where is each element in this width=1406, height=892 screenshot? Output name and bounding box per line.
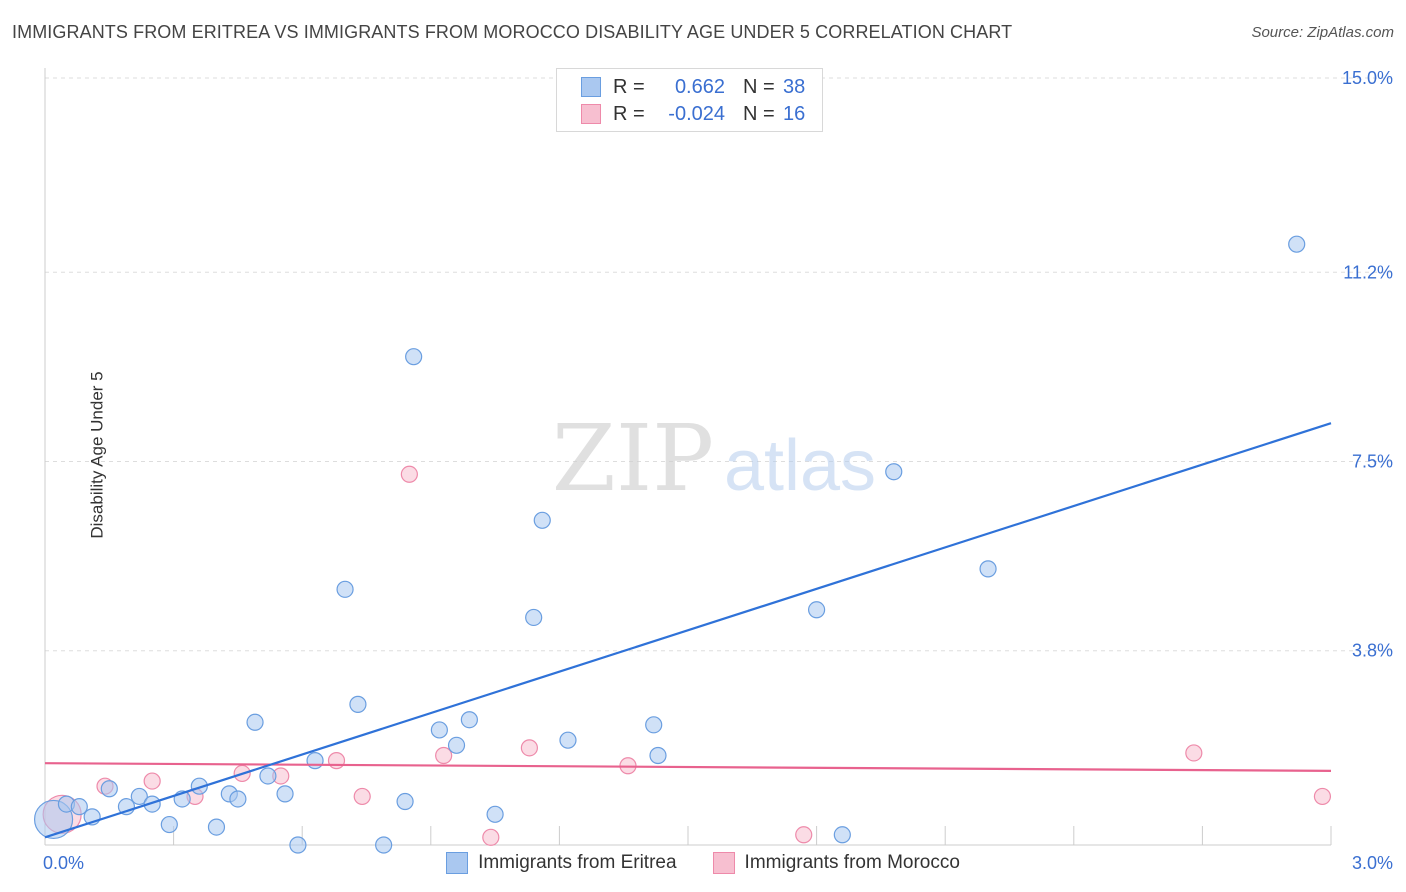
- eritrea-point: [447, 736, 466, 754]
- eritrea-point: [276, 785, 294, 803]
- eritrea-point: [229, 790, 247, 808]
- source-label: Source: ZipAtlas.com: [1251, 24, 1394, 41]
- eritrea-point: [100, 780, 118, 798]
- eritrea-point: [533, 511, 551, 529]
- legend-r-label: R =: [613, 102, 645, 125]
- y-axis-label: Disability Age Under 5: [87, 371, 107, 539]
- morocco-point: [143, 772, 161, 790]
- eritrea-point: [525, 608, 543, 627]
- morocco-point: [353, 787, 371, 806]
- eritrea-point: [979, 560, 997, 578]
- morocco-point: [435, 746, 453, 765]
- eritrea-point: [259, 767, 277, 785]
- legend-r-value: 0.662: [674, 75, 725, 98]
- watermark-zip: ZIP: [552, 405, 714, 512]
- eritrea-point: [70, 798, 88, 816]
- eritrea-point: [405, 348, 423, 366]
- eritrea-point: [885, 463, 903, 481]
- morocco-trend-line: [44, 762, 1332, 772]
- legend-n-value: 16: [783, 102, 806, 125]
- series-legend: Immigrants from Eritrea Immigrants from …: [0, 852, 1406, 874]
- legend-r-label: R =: [613, 75, 645, 98]
- eritrea-point: [833, 826, 851, 844]
- x-tick-label: 3.0%: [1352, 853, 1393, 873]
- legend-swatch-eritrea: [446, 852, 469, 874]
- y-tick-label: 11.2%: [1343, 262, 1393, 282]
- eritrea-point: [559, 731, 577, 749]
- watermark: ZIP atlas: [552, 405, 876, 512]
- eritrea-point: [336, 580, 354, 598]
- legend-row-morocco: R = -0.024 N = 16: [581, 102, 805, 126]
- eritrea-point: [460, 711, 478, 729]
- eritrea-point: [486, 805, 504, 823]
- legend-n-label: N =: [743, 102, 775, 125]
- legend-swatch-morocco: [581, 104, 601, 124]
- eritrea-point: [349, 695, 367, 713]
- watermark-atlas: atlas: [724, 426, 876, 506]
- correlation-legend: R = 0.662 N = 38 R = -0.024 N = 16: [556, 68, 823, 132]
- legend-n-label: N =: [743, 75, 775, 98]
- eritrea-trend-line: [44, 422, 1332, 839]
- morocco-point: [482, 828, 500, 846]
- series-legend-eritrea[interactable]: Immigrants from Eritrea: [446, 852, 677, 874]
- eritrea-points: [33, 235, 1306, 854]
- eritrea-point: [246, 713, 264, 731]
- legend-r-value: -0.024: [668, 102, 725, 125]
- eritrea-point: [130, 787, 148, 806]
- eritrea-point: [207, 818, 226, 836]
- eritrea-point: [645, 716, 663, 734]
- series-legend-label: Immigrants from Morocco: [744, 852, 960, 873]
- series-legend-morocco[interactable]: Immigrants from Morocco: [712, 852, 960, 874]
- trend-lines: [44, 422, 1332, 839]
- eritrea-point: [807, 601, 826, 619]
- eritrea-point: [306, 752, 324, 770]
- morocco-point: [1313, 787, 1332, 806]
- morocco-point: [1185, 744, 1203, 762]
- eritrea-point: [396, 792, 414, 811]
- legend-swatch-morocco: [712, 852, 735, 874]
- y-tick-label: 7.5%: [1352, 452, 1393, 472]
- morocco-point: [400, 465, 418, 483]
- morocco-point: [520, 739, 538, 757]
- legend-swatch-eritrea: [581, 77, 601, 97]
- eritrea-point: [375, 836, 393, 854]
- series-legend-label: Immigrants from Eritrea: [478, 852, 677, 873]
- eritrea-point: [430, 721, 448, 739]
- y-tick-label: 15.0%: [1342, 68, 1393, 88]
- eritrea-point: [1288, 235, 1306, 253]
- legend-row-eritrea: R = 0.662 N = 38: [581, 75, 805, 99]
- x-tick-label: 0.0%: [43, 853, 84, 873]
- eritrea-point: [143, 795, 161, 813]
- morocco-point: [795, 826, 813, 844]
- morocco-point: [327, 752, 346, 770]
- legend-n-value: 38: [783, 75, 806, 98]
- eritrea-point: [160, 815, 178, 834]
- eritrea-point: [649, 746, 667, 765]
- tick-labels: 3.8% 7.5% 11.2% 15.0% 0.0% 3.0%: [43, 68, 1393, 873]
- morocco-points: [42, 465, 1332, 846]
- y-tick-label: 3.8%: [1352, 641, 1393, 661]
- eritrea-point: [289, 836, 307, 854]
- grid-lines: [45, 77, 1391, 652]
- chart-title: IMMIGRANTS FROM ERITREA VS IMMIGRANTS FR…: [12, 22, 1013, 42]
